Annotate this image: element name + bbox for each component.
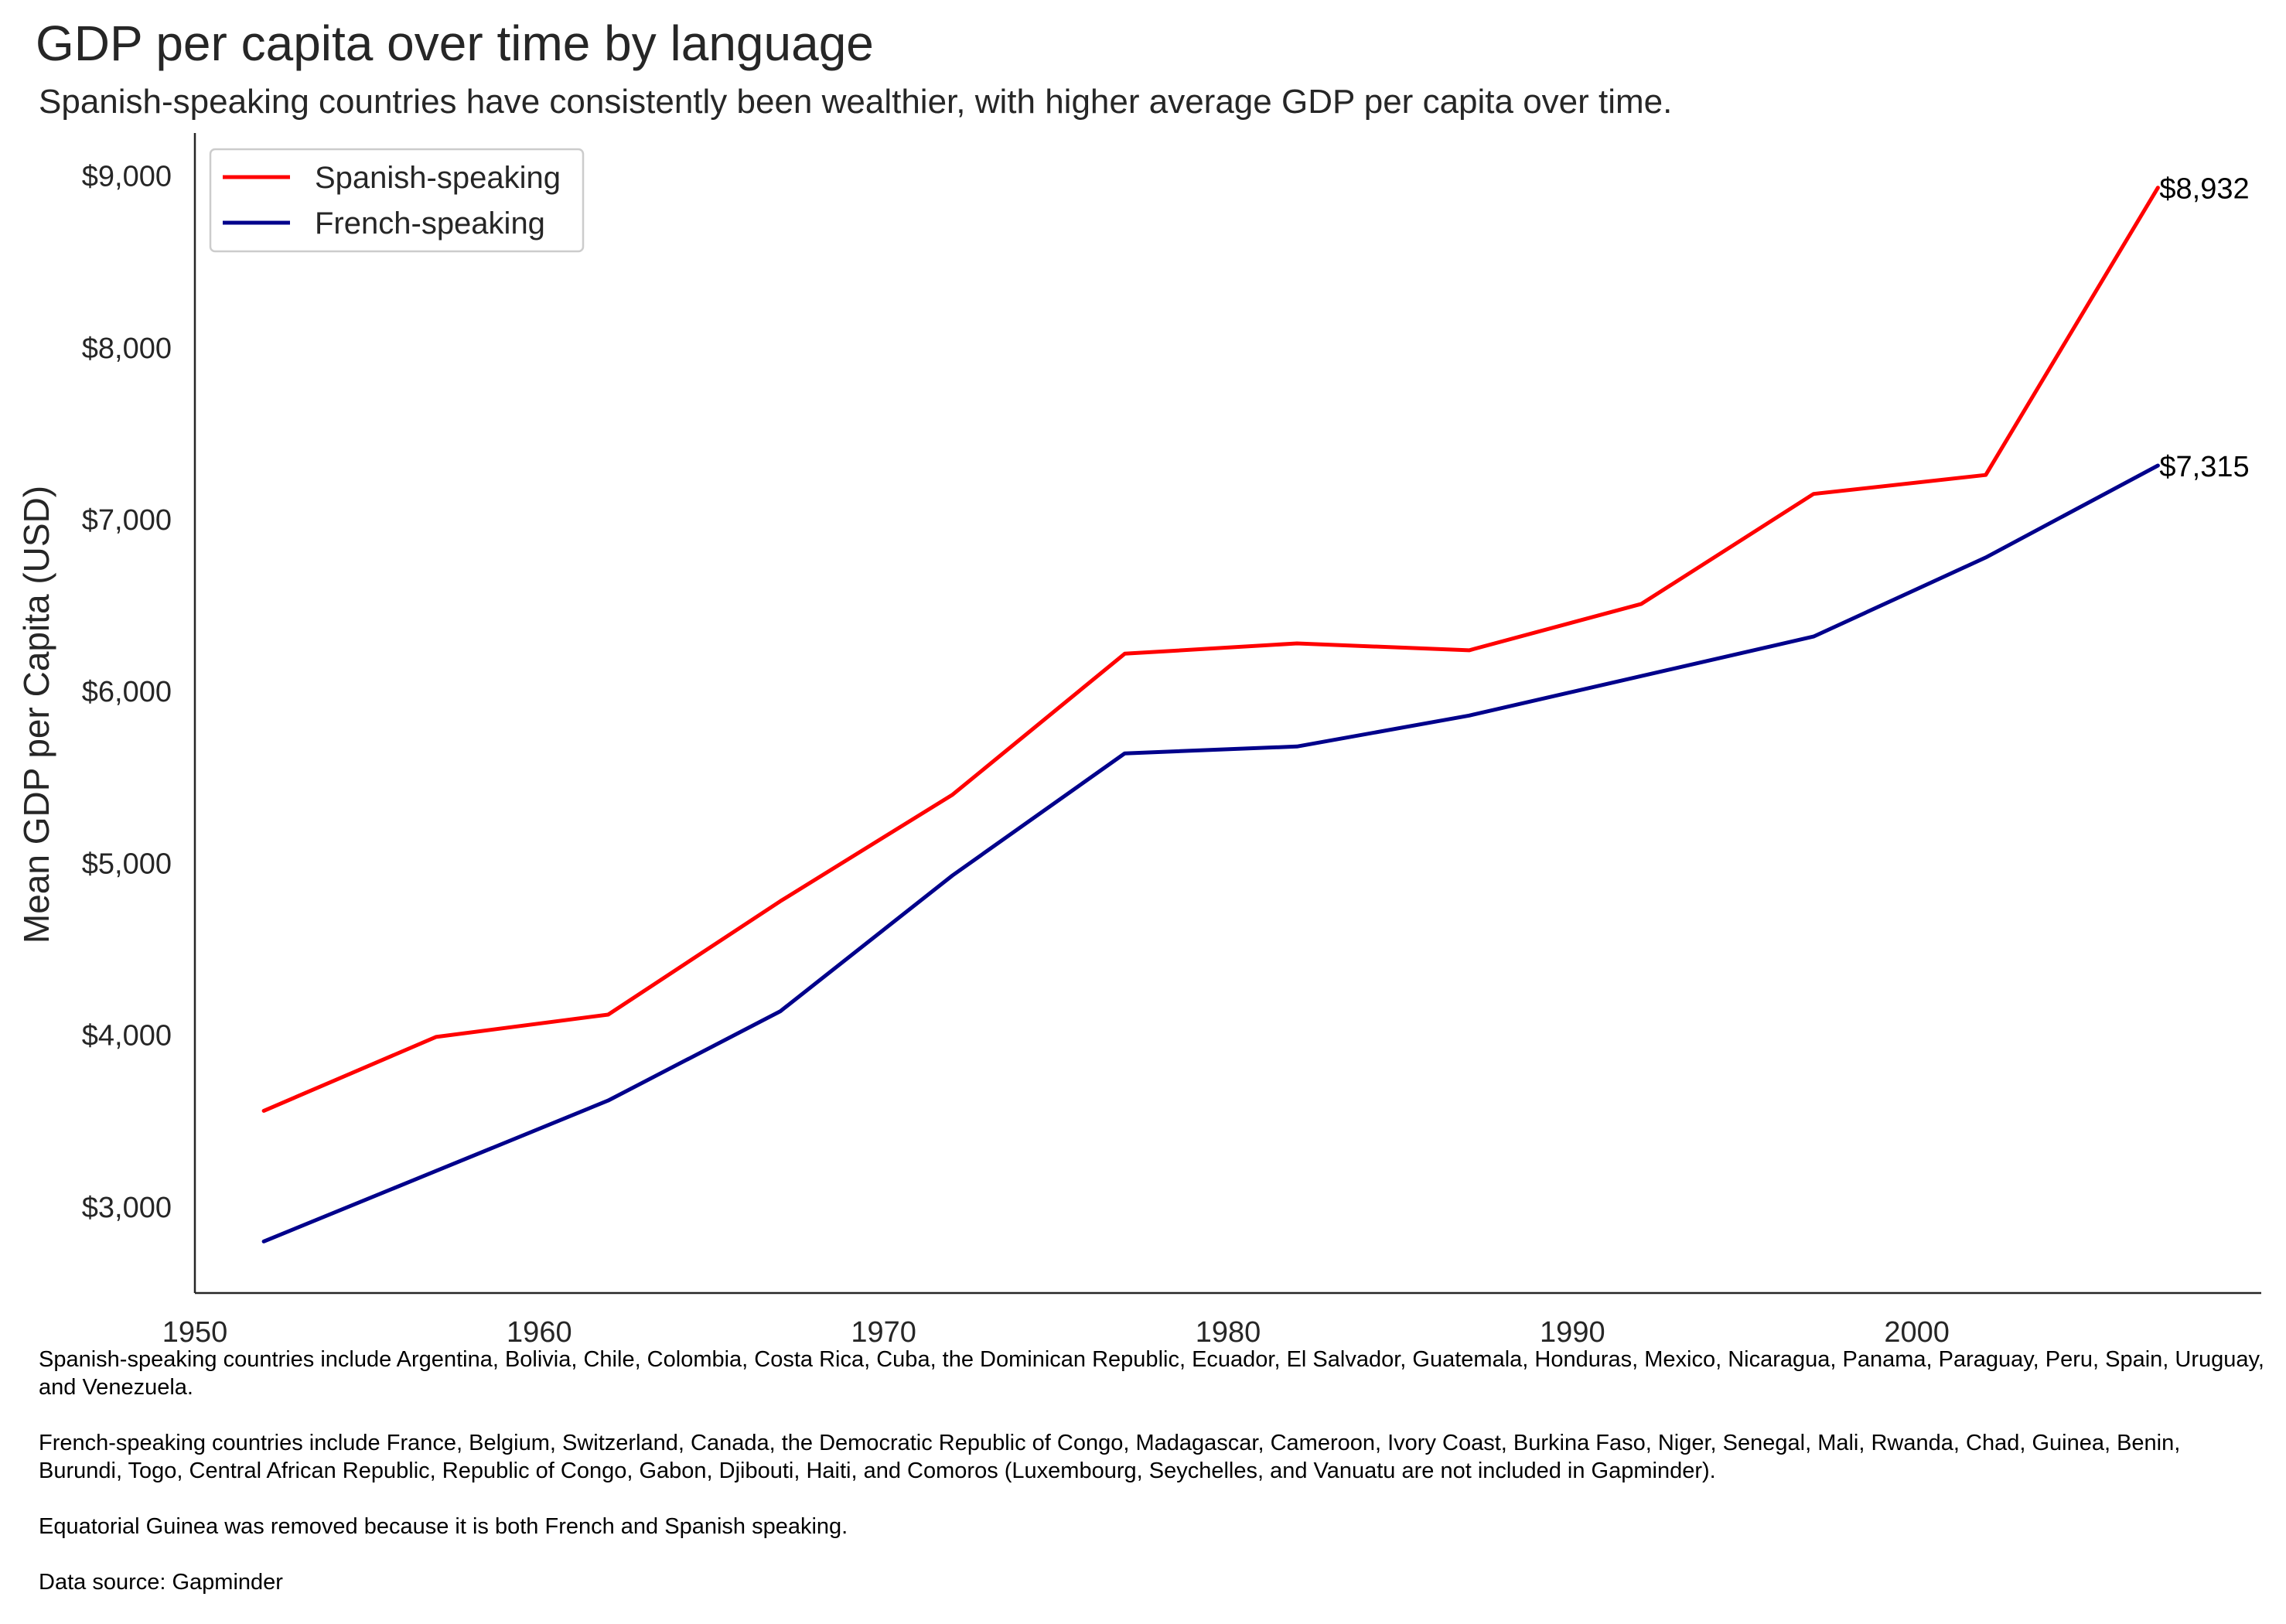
y-tick-label: $4,000 xyxy=(82,1020,172,1053)
legend-label: French-speaking xyxy=(315,206,545,241)
x-tick-label: 1970 xyxy=(851,1316,916,1349)
y-axis-label: Mean GDP per Capita (USD) xyxy=(16,486,56,943)
chart-title: GDP per capita over time by language xyxy=(36,15,874,71)
end-value-label: $8,932 xyxy=(2159,173,2249,206)
footnote-source: Data source: Gapminder xyxy=(39,1570,283,1595)
y-tick-label: $3,000 xyxy=(82,1192,172,1224)
y-tick-label: $7,000 xyxy=(82,504,172,537)
x-tick-label: 2000 xyxy=(1884,1316,1950,1349)
x-tick-label: 1960 xyxy=(507,1316,572,1349)
footnote-spanish-countries: Spanish-speaking countries include Argen… xyxy=(39,1347,2264,1400)
x-tick-label: 1990 xyxy=(1540,1316,1605,1349)
end-value-label: $7,315 xyxy=(2159,451,2249,483)
y-axis-ticks: $3,000 $4,000 $5,000 $6,000 $7,000 $8,000 $9,0… xyxy=(82,161,172,1224)
legend-label: Spanish-speaking xyxy=(315,161,561,195)
legend-box xyxy=(209,148,585,253)
y-tick-label: $5,000 xyxy=(82,848,172,880)
end-labels: $8,932 $7,315 xyxy=(2159,173,2249,483)
x-axis-ticks: 1950 1960 1970 1980 1990 2000 xyxy=(162,1316,1950,1349)
chart-subtitle: Spanish-speaking countries have consiste… xyxy=(39,83,1672,121)
series-line-spanish-speaking xyxy=(261,186,2160,1113)
y-tick-label: $9,000 xyxy=(82,161,172,193)
legend: Spanish-speaking French-speaking xyxy=(209,148,585,253)
footnotes: Spanish-speaking countries include Argen… xyxy=(39,1346,2266,1624)
footnote-exclusion: Equatorial Guinea was removed because it… xyxy=(39,1514,848,1539)
x-tick-label: 1980 xyxy=(1196,1316,1261,1349)
series-lines xyxy=(261,186,2160,1244)
y-tick-label: $6,000 xyxy=(82,676,172,708)
series-line-french-speaking xyxy=(261,463,2160,1244)
footnote-french-countries: French-speaking countries include France… xyxy=(39,1431,2181,1483)
y-tick-label: $8,000 xyxy=(82,333,172,365)
x-tick-label: 1950 xyxy=(162,1316,228,1349)
